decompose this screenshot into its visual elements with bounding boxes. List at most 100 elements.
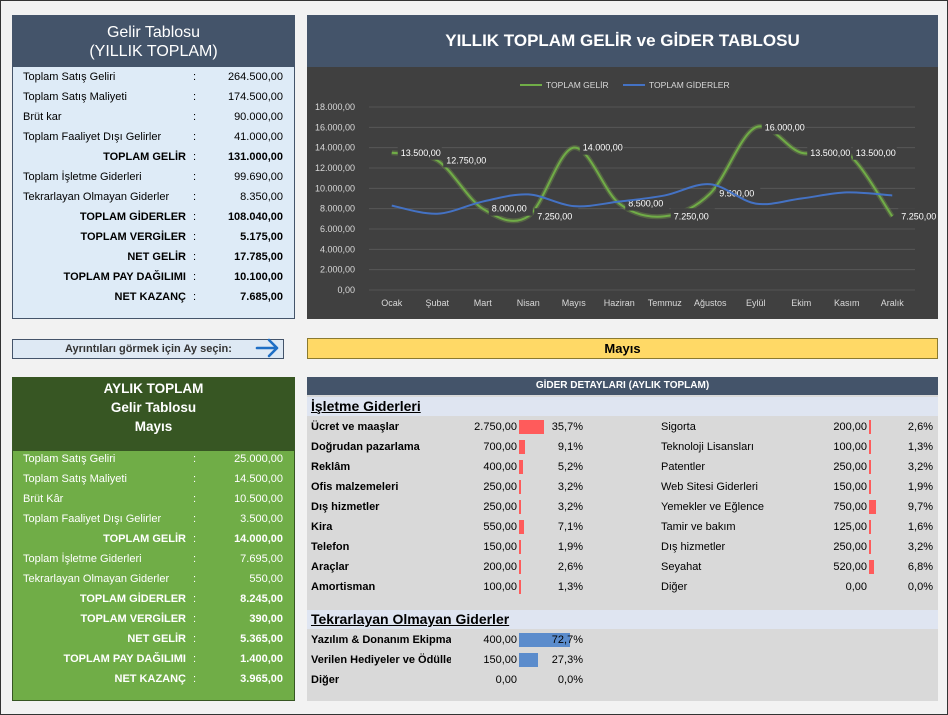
expense-row: Ücret ve maaşlar 2.750,00 35,7%	[307, 417, 587, 437]
expense-amount: 750,00	[833, 501, 867, 513]
expense-name: Tamir ve bakım	[661, 521, 736, 533]
month-select[interactable]: Mayıs	[307, 338, 938, 359]
data-label-box	[807, 144, 852, 160]
expense-percent: 9,1%	[557, 441, 583, 453]
expense-amount: 250,00	[833, 541, 867, 553]
expense-name: Amortisman	[311, 581, 376, 593]
x-tick-label: Mayıs	[562, 298, 587, 308]
expense-amount: 0,00	[495, 674, 517, 686]
income-row-colon: :	[193, 513, 197, 525]
income-row-value: 8.245,00	[240, 593, 283, 605]
income-row: TOPLAM VERGİLER: 390,00	[13, 609, 294, 629]
income-row: NET GELİR: 5.365,00	[13, 629, 294, 649]
data-label-box	[579, 139, 624, 155]
income-row-value: 174.500,00	[227, 91, 283, 103]
data-label-box	[761, 119, 806, 135]
expense-name: Ücret ve maaşlar	[311, 421, 400, 433]
expense-share-bar	[869, 540, 872, 554]
income-row-value: 5.175,00	[240, 231, 283, 243]
income-row-colon: :	[193, 91, 197, 103]
expense-percent: 0,0%	[557, 674, 583, 686]
income-row-label: TOPLAM VERGİLER	[80, 231, 186, 243]
x-tick-label: Kasım	[834, 298, 860, 308]
data-label: 16.000,00	[765, 122, 805, 132]
expense-share-bar	[519, 440, 526, 454]
income-row-value: 1.400,00	[240, 653, 283, 665]
expense-percent: 35,7%	[551, 421, 583, 433]
annual-header: Gelir Tablosu (YILLIK TOPLAM)	[12, 15, 295, 67]
x-tick-label: Eylül	[746, 298, 766, 308]
expense-amount: 250,00	[833, 461, 867, 473]
expense-row: Verilen Hediyeler ve Ödüller 150,00 27,3%	[307, 650, 587, 670]
expense-percent: 27,3%	[551, 654, 583, 666]
expense-amount: 2.750,00	[474, 421, 517, 433]
income-row-label: Toplam İşletme Giderleri	[23, 171, 142, 183]
expense-name: Dış hizmetler	[311, 501, 380, 513]
income-row-colon: :	[193, 271, 197, 283]
expense-share-bar	[519, 540, 521, 554]
expense-amount: 200,00	[483, 561, 517, 573]
data-label: 8.500,00	[628, 199, 663, 209]
expense-percent: 1,3%	[557, 581, 583, 593]
expense-percent: 3,2%	[907, 461, 933, 473]
income-row-colon: :	[193, 291, 197, 303]
expense-share-bar	[869, 560, 874, 574]
data-label: 7.250,00	[537, 211, 572, 221]
expense-row: Araçlar 200,00 2,6%	[307, 557, 587, 577]
income-row-colon: :	[193, 251, 197, 263]
expense-amount: 550,00	[483, 521, 517, 533]
expense-share-bar	[869, 460, 872, 474]
annual-title: Gelir Tablosu	[106, 24, 201, 41]
expense-name: Seyahat	[661, 561, 702, 573]
expense-row: Web Sitesi Giderleri 150,00 1,9%	[657, 477, 937, 497]
expense-name: Diğer	[661, 581, 688, 593]
expense-share-bar	[869, 420, 871, 434]
data-label: 7.250,00	[674, 211, 709, 221]
income-row: Tekrarlayan Olmayan Giderler: 550,00	[13, 569, 294, 589]
income-row-colon: :	[193, 593, 197, 605]
expense-amount: 150,00	[833, 481, 867, 493]
income-row-value: 3.965,00	[240, 673, 283, 685]
expense-percent: 1,9%	[557, 541, 583, 553]
x-tick-label: Mart	[474, 298, 492, 308]
expense-amount: 100,00	[833, 441, 867, 453]
expense-percent: 2,6%	[907, 421, 933, 433]
income-row-value: 25.000,00	[234, 453, 283, 465]
operating-expenses-title: İşletme Giderleri	[307, 397, 938, 416]
data-label-box	[534, 208, 579, 224]
expense-name: Teknoloji Lisansları	[661, 441, 754, 453]
expense-row: Kira 550,00 7,1%	[307, 517, 587, 537]
data-label: 13.500,00	[810, 148, 850, 158]
income-row: Toplam Satış Maliyeti: 174.500,00	[13, 87, 294, 107]
expense-row: Seyahat 520,00 6,8%	[657, 557, 937, 577]
data-label-box	[488, 200, 533, 216]
expense-row: Reklâm 400,00 5,2%	[307, 457, 587, 477]
expense-row: Patentler 250,00 3,2%	[657, 457, 937, 477]
x-tick-label: Temmuz	[648, 298, 683, 308]
expense-percent: 1,3%	[907, 441, 933, 453]
income-row: TOPLAM VERGİLER: 5.175,00	[13, 227, 294, 247]
income-row-label: NET GELİR	[127, 251, 186, 263]
arrow-right-icon	[255, 338, 279, 358]
expense-amount: 400,00	[483, 461, 517, 473]
income-row-value: 10.500,00	[234, 493, 283, 505]
expense-amount: 250,00	[483, 481, 517, 493]
expense-amount: 125,00	[833, 521, 867, 533]
income-row: Toplam Satış Geliri: 25.000,00	[13, 449, 294, 469]
expense-amount: 100,00	[483, 581, 517, 593]
income-row: Toplam Faaliyet Dışı Gelirler: 3.500,00	[13, 509, 294, 529]
expense-amount: 150,00	[483, 654, 517, 666]
expense-share-bar	[869, 480, 871, 494]
expense-amount: 400,00	[483, 634, 517, 646]
income-row-colon: :	[193, 151, 197, 163]
expense-share-bar	[869, 500, 876, 514]
data-label-box	[670, 208, 715, 224]
expense-name: Dış hizmetler	[661, 541, 726, 553]
y-tick-label: 4.000,00	[320, 244, 355, 254]
nonrecurring-expenses-title: Tekrarlayan Olmayan Giderler	[307, 610, 938, 629]
income-row-label: NET GELİR	[127, 633, 186, 645]
income-row: NET KAZANÇ: 7.685,00	[13, 287, 294, 307]
income-row-colon: :	[193, 131, 197, 143]
income-row-label: TOPLAM GİDERLER	[79, 593, 186, 605]
